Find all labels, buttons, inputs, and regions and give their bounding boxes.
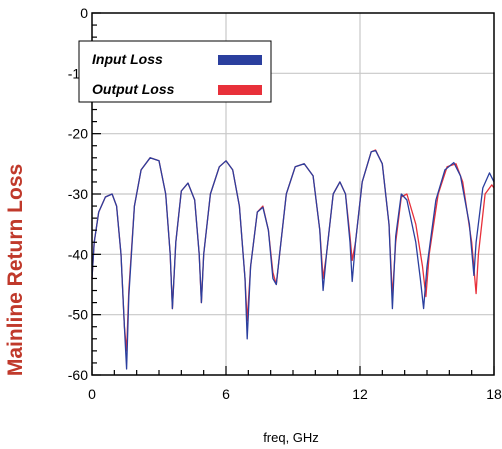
legend-label-output-loss: Output Loss bbox=[92, 81, 175, 97]
x-axis-title: freq, GHz bbox=[263, 430, 319, 445]
y-tick-label: -40 bbox=[68, 246, 88, 262]
y-tick-label: 0 bbox=[80, 5, 88, 21]
legend-swatch-input-loss bbox=[218, 55, 262, 65]
y-axis-title: Mainline Return Loss bbox=[4, 164, 27, 376]
y-tick-label: -50 bbox=[68, 307, 88, 323]
y-tick-label: -30 bbox=[68, 186, 88, 202]
legend-swatch-output-loss bbox=[218, 85, 262, 95]
y-tick-label: -60 bbox=[68, 367, 88, 383]
legend: Input Loss Output Loss bbox=[78, 40, 272, 103]
y-tick-label: -20 bbox=[68, 126, 88, 142]
x-tick-label: 18 bbox=[486, 386, 502, 402]
legend-label-input-loss: Input Loss bbox=[92, 51, 163, 67]
ticks bbox=[91, 12, 495, 376]
x-tick-label: 0 bbox=[88, 386, 96, 402]
x-tick-label: 12 bbox=[352, 386, 368, 402]
x-tick-label: 6 bbox=[222, 386, 230, 402]
series-layer bbox=[91, 149, 495, 370]
series-line-output-loss bbox=[91, 149, 495, 352]
series-line-input-loss bbox=[91, 149, 495, 370]
